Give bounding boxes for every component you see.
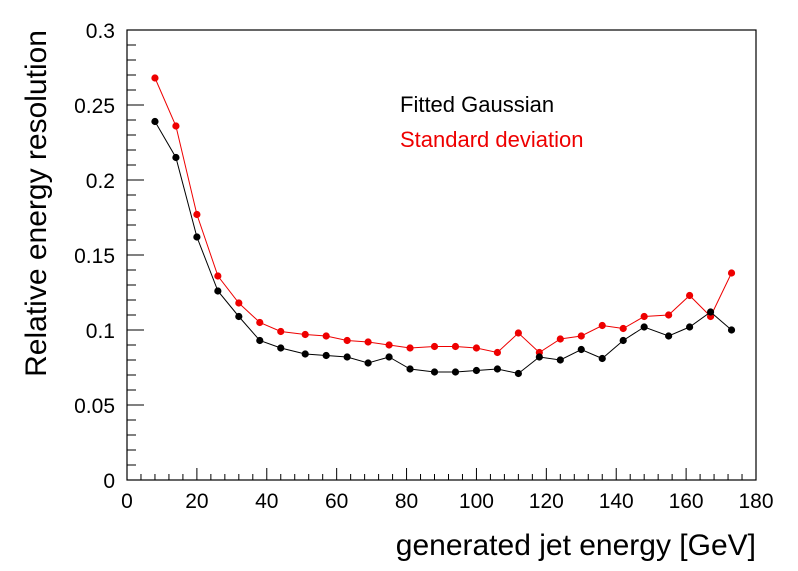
- data-point: [493, 348, 502, 357]
- series-layer: [151, 74, 736, 378]
- data-point: [364, 359, 372, 367]
- data-point: [256, 318, 264, 327]
- data-point: [364, 338, 372, 346]
- x-tick-label: 180: [738, 490, 773, 513]
- data-point: [214, 272, 222, 280]
- data-point: [406, 365, 414, 373]
- x-tick-label: 140: [599, 490, 634, 513]
- data-point: [322, 332, 330, 340]
- data-point: [493, 365, 502, 373]
- data-point: [640, 323, 648, 331]
- y-axis: 0 0.05 0.1 0.15 0.2 0.25 0.3: [74, 20, 144, 493]
- data-point: [514, 369, 522, 378]
- x-tick-label: 120: [529, 490, 564, 513]
- data-point: [598, 321, 606, 330]
- data-point: [577, 345, 585, 354]
- x-tick-label: 160: [669, 490, 704, 513]
- data-point: [686, 291, 694, 300]
- x-axis-title: generated jet energy [GeV]: [396, 529, 756, 562]
- x-axis: 0 20 40 60 80 100 120 140 160 180: [121, 468, 774, 513]
- data-point: [727, 326, 736, 334]
- data-point: [451, 342, 460, 351]
- data-point: [665, 311, 673, 319]
- data-point: [277, 327, 285, 336]
- data-point: [430, 342, 439, 351]
- y-tick-label: 0.25: [74, 95, 115, 118]
- y-tick-label: 0.05: [74, 395, 115, 418]
- data-point: [385, 341, 393, 349]
- data-point: [430, 368, 439, 376]
- data-point: [235, 299, 243, 307]
- data-point: [301, 330, 309, 339]
- data-point: [472, 366, 481, 375]
- y-tick-label: 0.15: [74, 245, 115, 268]
- data-point: [451, 368, 460, 376]
- data-point: [535, 353, 543, 361]
- data-point: [322, 351, 330, 360]
- data-point: [343, 353, 351, 361]
- x-tick-label: 0: [121, 490, 133, 513]
- series-fitted-gaussian: [151, 117, 736, 378]
- x-tick-label: 60: [325, 490, 348, 513]
- data-point: [385, 353, 393, 361]
- data-point: [172, 153, 180, 162]
- data-point: [172, 122, 180, 130]
- y-axis-title: Relative energy resolution: [20, 30, 53, 377]
- y-tick-label: 0: [103, 470, 115, 493]
- data-point: [665, 332, 673, 340]
- data-point: [193, 233, 201, 241]
- data-point: [256, 336, 264, 345]
- data-point: [235, 312, 243, 321]
- x-tick-label: 20: [185, 490, 208, 513]
- data-point: [151, 117, 159, 126]
- data-point: [214, 287, 222, 295]
- data-point: [277, 344, 285, 352]
- data-point: [406, 344, 414, 352]
- x-tick-label: 100: [459, 490, 494, 513]
- legend-standard-deviation: Standard deviation: [400, 127, 583, 152]
- x-tick-label: 80: [395, 490, 418, 513]
- y-tick-label: 0.1: [86, 320, 115, 343]
- data-point: [301, 350, 309, 358]
- legend-fitted-gaussian: Fitted Gaussian: [400, 92, 554, 117]
- data-point: [619, 324, 627, 333]
- x-tick-label: 40: [255, 490, 278, 513]
- data-point: [151, 74, 159, 82]
- data-point: [556, 335, 564, 343]
- data-point: [514, 329, 522, 337]
- y-tick-label: 0.3: [86, 20, 115, 43]
- data-point: [577, 332, 585, 340]
- series-line: [154, 77, 732, 354]
- data-point: [706, 308, 715, 316]
- data-point: [619, 336, 627, 345]
- series-line: [154, 121, 732, 375]
- data-point: [598, 354, 606, 363]
- data-point: [343, 336, 351, 345]
- y-tick-label: 0.2: [86, 170, 115, 193]
- data-point: [640, 312, 648, 321]
- data-point: [193, 210, 201, 219]
- data-point: [686, 323, 694, 331]
- data-point: [472, 344, 481, 352]
- data-point: [556, 356, 564, 364]
- data-point: [727, 269, 736, 277]
